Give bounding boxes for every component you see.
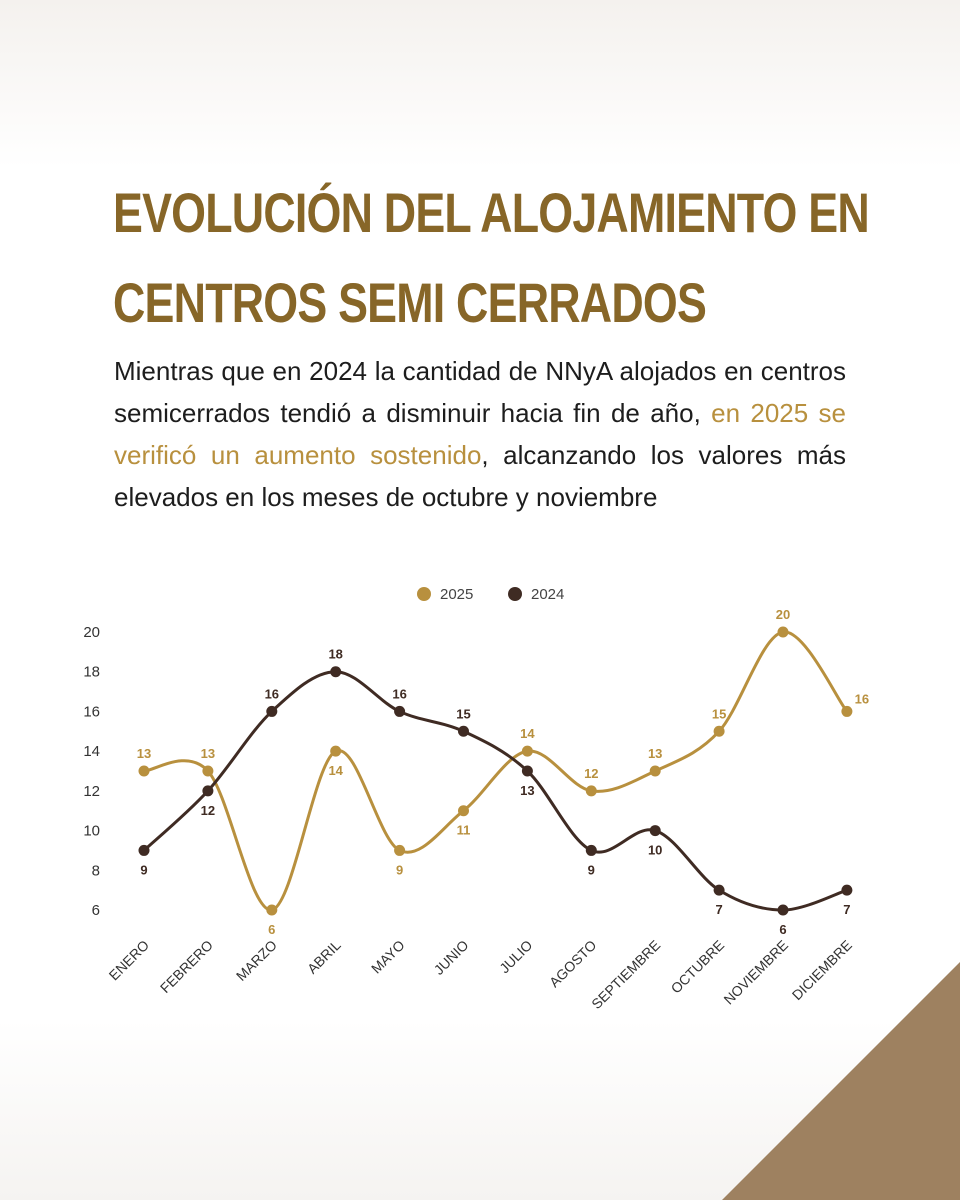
y-tick-label: 20: [83, 624, 100, 641]
data-label-2025: 14: [520, 726, 535, 741]
data-label-2024: 10: [648, 843, 662, 858]
data-point-2025: [330, 745, 342, 757]
data-point-2025: [713, 725, 725, 737]
data-label-2025: 11: [457, 823, 471, 838]
data-label-2025: 20: [776, 607, 790, 622]
data-point-2024: [521, 765, 533, 777]
data-point-2025: [777, 626, 789, 638]
data-label-2025: 12: [584, 766, 598, 781]
data-label-2024: 9: [140, 862, 147, 877]
y-tick-label: 16: [83, 703, 100, 720]
legend-label: 2025: [440, 586, 473, 603]
data-point-2025: [458, 805, 469, 817]
y-tick-label: 12: [83, 783, 100, 800]
data-label-2024: 13: [520, 783, 534, 798]
data-point-2025: [138, 765, 150, 777]
data-point-2024: [330, 666, 342, 678]
legend-label: 2024: [531, 586, 564, 603]
data-point-2024: [777, 904, 789, 916]
data-label-2024: 12: [201, 803, 215, 818]
legend-marker: [417, 587, 431, 601]
data-point-2025: [521, 745, 533, 757]
paragraph-text-1: Mientras que en 2024 la cantidad de NNyA…: [114, 356, 846, 428]
data-label-2025: 16: [855, 691, 869, 706]
y-tick-label: 18: [83, 664, 100, 681]
data-label-2024: 15: [456, 706, 470, 721]
y-tick-label: 10: [83, 823, 100, 840]
data-point-2024: [138, 844, 150, 856]
data-point-2024: [713, 884, 725, 896]
data-label-2024: 16: [265, 686, 279, 701]
data-label-2024: 16: [392, 686, 406, 701]
data-point-2024: [585, 844, 597, 856]
data-point-2025: [202, 765, 214, 777]
data-label-2025: 6: [268, 922, 275, 937]
data-label-2024: 6: [779, 922, 786, 937]
data-label-2024: 7: [715, 902, 722, 917]
data-label-2025: 15: [712, 706, 726, 721]
data-label-2025: 9: [396, 862, 403, 877]
y-tick-label: 6: [92, 902, 100, 919]
data-point-2025: [649, 765, 661, 777]
data-point-2025: [585, 785, 597, 797]
data-point-2024: [202, 785, 214, 797]
description-paragraph: Mientras que en 2024 la cantidad de NNyA…: [114, 350, 846, 518]
y-tick-label: 14: [83, 743, 100, 760]
legend-marker: [508, 587, 522, 601]
data-label-2024: 9: [588, 862, 595, 877]
paragraph-text-2: , alcanzando los valores más elevados en…: [114, 440, 846, 512]
data-label-2025: 13: [648, 746, 662, 761]
data-label-2024: 18: [328, 647, 342, 662]
data-label-2024: 7: [843, 902, 850, 917]
data-point-2024: [458, 725, 469, 737]
data-label-2025: 14: [328, 763, 343, 778]
data-point-2025: [266, 904, 278, 916]
data-label-2025: 13: [201, 746, 215, 761]
data-point-2024: [266, 705, 278, 717]
data-point-2025: [394, 844, 406, 856]
data-point-2024: [649, 825, 661, 837]
data-point-2025: [841, 705, 853, 717]
data-label-2025: 13: [137, 746, 151, 761]
corner-stripe: [722, 962, 960, 1200]
title-line-2: CENTROS SEMI CERRADOS: [113, 271, 707, 334]
paragraph-highlight: en 2025 se verificó un aumento sostenido: [114, 398, 846, 470]
data-point-2024: [394, 705, 406, 717]
y-tick-label: 8: [92, 862, 100, 879]
data-point-2024: [841, 884, 853, 896]
